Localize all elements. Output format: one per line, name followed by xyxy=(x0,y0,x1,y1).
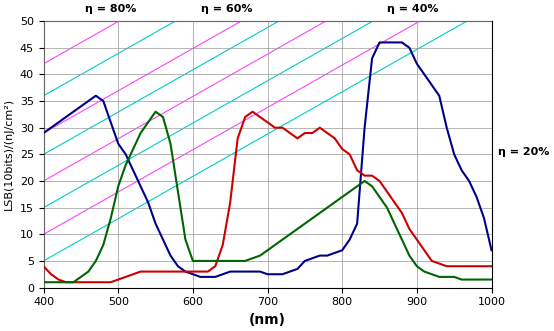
Text: η = 20%: η = 20% xyxy=(499,147,550,157)
Text: η = 80%: η = 80% xyxy=(85,4,136,14)
Text: η = 60%: η = 60% xyxy=(201,4,252,14)
X-axis label: (nm): (nm) xyxy=(249,313,286,327)
Text: η = 40%: η = 40% xyxy=(387,4,439,14)
Y-axis label: LSB(10bits)/(nJ/cm²): LSB(10bits)/(nJ/cm²) xyxy=(4,98,14,211)
